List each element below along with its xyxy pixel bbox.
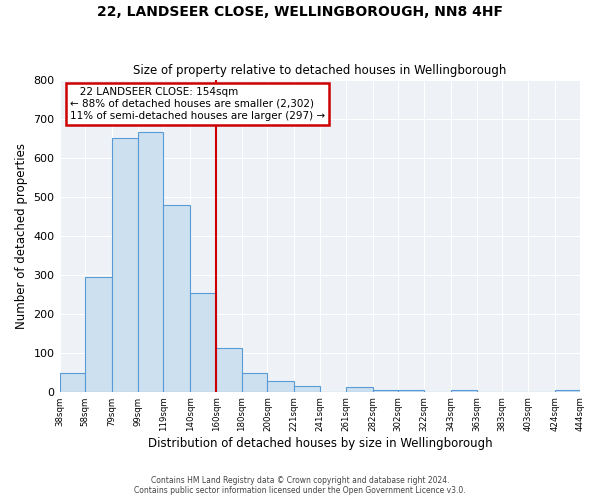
Bar (555, 390, 580, 392)
Title: Size of property relative to detached houses in Wellingborough: Size of property relative to detached ho… (133, 64, 507, 77)
Bar (112, 138, 138, 392)
Text: 22 LANDSEER CLOSE: 154sqm
← 88% of detached houses are smaller (2,302)
11% of se: 22 LANDSEER CLOSE: 154sqm ← 88% of detac… (70, 88, 325, 120)
Text: Contains HM Land Registry data © Crown copyright and database right 2024.
Contai: Contains HM Land Registry data © Crown c… (134, 476, 466, 495)
Bar (373, 390, 398, 392)
Text: 22, LANDSEER CLOSE, WELLINGBOROUGH, NN8 4HF: 22, LANDSEER CLOSE, WELLINGBOROUGH, NN8 … (97, 5, 503, 19)
Bar (346, 386, 373, 392)
Bar (451, 390, 476, 392)
Bar (138, 132, 163, 392)
Bar (216, 348, 242, 392)
Bar (163, 205, 190, 392)
Bar (85, 278, 112, 392)
Y-axis label: Number of detached properties: Number of detached properties (15, 142, 28, 328)
Bar (59, 374, 85, 392)
X-axis label: Distribution of detached houses by size in Wellingborough: Distribution of detached houses by size … (148, 437, 493, 450)
Bar (398, 390, 424, 392)
Bar (242, 373, 268, 392)
Bar (268, 381, 295, 392)
Bar (295, 386, 320, 392)
Bar (190, 292, 216, 392)
